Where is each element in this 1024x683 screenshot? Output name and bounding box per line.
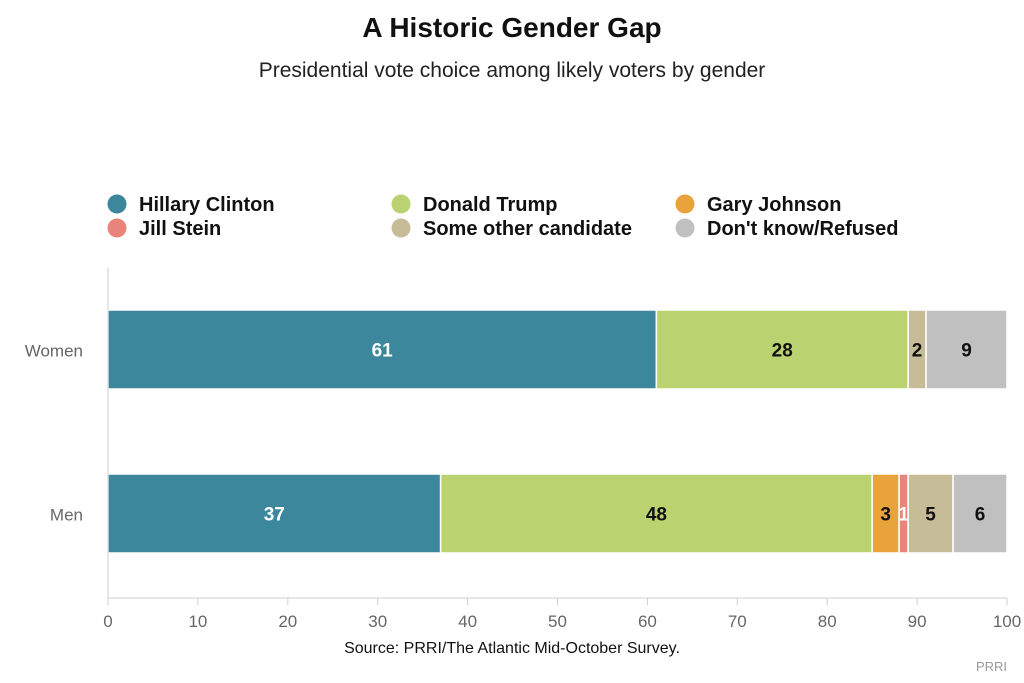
legend-label-gary-johnson: Gary Johnson xyxy=(707,194,841,216)
bar-men-donald-trump xyxy=(439,473,873,554)
chart-title: A Historic Gender Gap xyxy=(362,12,662,43)
x-tick-label-0: 0 xyxy=(103,612,112,631)
x-tick-label-80: 80 xyxy=(818,612,837,631)
legend-swatch-hillary-clinton xyxy=(107,194,127,214)
x-tick-label-40: 40 xyxy=(458,612,477,631)
x-tick-label-50: 50 xyxy=(548,612,567,631)
legend-label-hillary-clinton: Hillary Clinton xyxy=(139,194,275,216)
axes: 0 10 20 30 40 50 60 70 80 90 100 xyxy=(103,268,1021,631)
legend-swatch-some-other-candidate xyxy=(391,218,411,238)
x-tick-label-60: 60 xyxy=(638,612,657,631)
bar-men-some-other-candidate xyxy=(907,473,954,554)
x-tick-label-90: 90 xyxy=(908,612,927,631)
data-label-men-hillary-clinton: 37 xyxy=(264,505,285,526)
chart-subtitle: Presidential vote choice among likely vo… xyxy=(258,59,766,82)
legend-swatch-jill-stein xyxy=(107,218,127,238)
bar-women-don-t-know-refused xyxy=(925,309,1008,390)
legend-swatch-gary-johnson xyxy=(675,194,695,214)
legend-swatch-donald-trump xyxy=(391,194,411,214)
bar-men-don-t-know-refused xyxy=(952,473,1008,554)
data-label-men-gary-johnson: 3 xyxy=(880,505,891,526)
legend: Hillary Clinton Donald Trump Gary Johnson J… xyxy=(107,194,898,240)
source-note: Source: PRRI/The Atlantic Mid-October Su… xyxy=(344,640,680,657)
x-tick-label-100: 100 xyxy=(993,612,1021,631)
credit-label: PRRI xyxy=(975,659,1007,674)
data-label-women-don-t-know-refused: 9 xyxy=(961,341,972,362)
legend-label-some-other-candidate: Some other candidate xyxy=(423,218,632,240)
legend-label-donald-trump: Donald Trump xyxy=(423,194,557,216)
legend-label-don-t-know-refused: Don't know/Refused xyxy=(707,218,898,240)
bar-men-gary-johnson xyxy=(871,473,900,554)
data-label-women-some-other-candidate: 2 xyxy=(912,341,923,362)
x-tick-label-10: 10 xyxy=(188,612,207,631)
legend-label-jill-stein: Jill Stein xyxy=(139,218,221,240)
x-tick-label-20: 20 xyxy=(278,612,297,631)
x-tick-label-30: 30 xyxy=(368,612,387,631)
x-tick-label-70: 70 xyxy=(728,612,747,631)
data-label-women-donald-trump: 28 xyxy=(772,341,793,362)
data-label-men-donald-trump: 48 xyxy=(646,505,667,526)
data-label-men-jill-stein: 1 xyxy=(898,505,909,526)
data-label-men-don-t-know-refused: 6 xyxy=(975,505,986,526)
data-label-women-hillary-clinton: 61 xyxy=(372,341,394,362)
bars: Women 61 28 2 9 Men 37 48 3 1 5 6 xyxy=(25,309,1008,554)
category-label-women: Women xyxy=(25,342,83,361)
bar-women-hillary-clinton xyxy=(107,309,658,390)
bar-men-hillary-clinton xyxy=(107,473,442,554)
data-label-men-some-other-candidate: 5 xyxy=(925,505,936,526)
legend-swatch-don-t-know-refused xyxy=(675,218,695,238)
category-label-men: Men xyxy=(50,506,83,525)
